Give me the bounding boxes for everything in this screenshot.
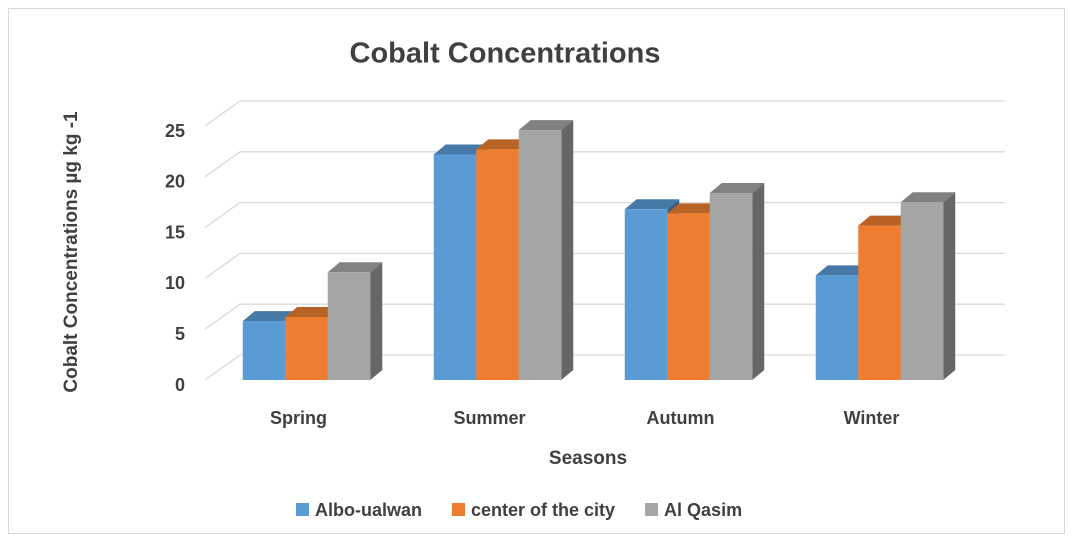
bar-top [815,265,871,276]
legend-swatch [296,503,309,516]
y-tick-label: 25 [165,121,185,141]
bar-top [624,199,680,210]
grid-line [204,151,1005,178]
x-tick-label: Spring [270,408,327,428]
bar-top [476,139,531,150]
bar-top [709,183,765,194]
legend-swatch [452,503,465,516]
legend-label: Al Qasim [664,500,742,520]
bar [242,321,286,380]
y-tick-label: 0 [175,375,185,395]
bar [858,225,901,380]
grid-line [204,100,1005,127]
bar [900,202,944,380]
bar-top [242,311,298,322]
bar [518,130,562,380]
bar [815,275,859,380]
bar-top [900,192,956,203]
y-tick-label: 10 [165,273,185,293]
legend-label: Albo-ualwan [315,500,422,520]
bar [476,149,519,380]
x-tick-label: Winter [844,408,900,428]
bar-top [433,144,489,155]
y-axis-label: Cobalt Concentrations µg kg -1 [61,111,82,393]
bar-side [752,183,765,380]
bar-top [285,307,340,318]
chart-title: Cobalt Concentrations [350,38,661,70]
bar [667,213,710,380]
bar-top [518,120,574,131]
bar-top [858,215,913,226]
bar [709,193,753,380]
bar-side [943,192,956,380]
x-tick-label: Autumn [647,408,715,428]
bar-top [667,203,722,214]
y-tick-label: 20 [165,172,185,192]
y-tick-label: 5 [175,324,185,344]
bar [433,154,477,380]
bar-side [561,120,574,381]
x-axis-label: Seasons [549,448,627,469]
legend-swatch [645,503,659,516]
x-tick-label: Summer [453,408,525,428]
bar-top [327,262,383,273]
bar [327,272,371,380]
legend-label: center of the city [471,500,615,520]
bar [285,317,328,380]
bar-side [370,262,383,380]
bar [624,209,668,380]
y-tick-label: 15 [165,222,185,242]
